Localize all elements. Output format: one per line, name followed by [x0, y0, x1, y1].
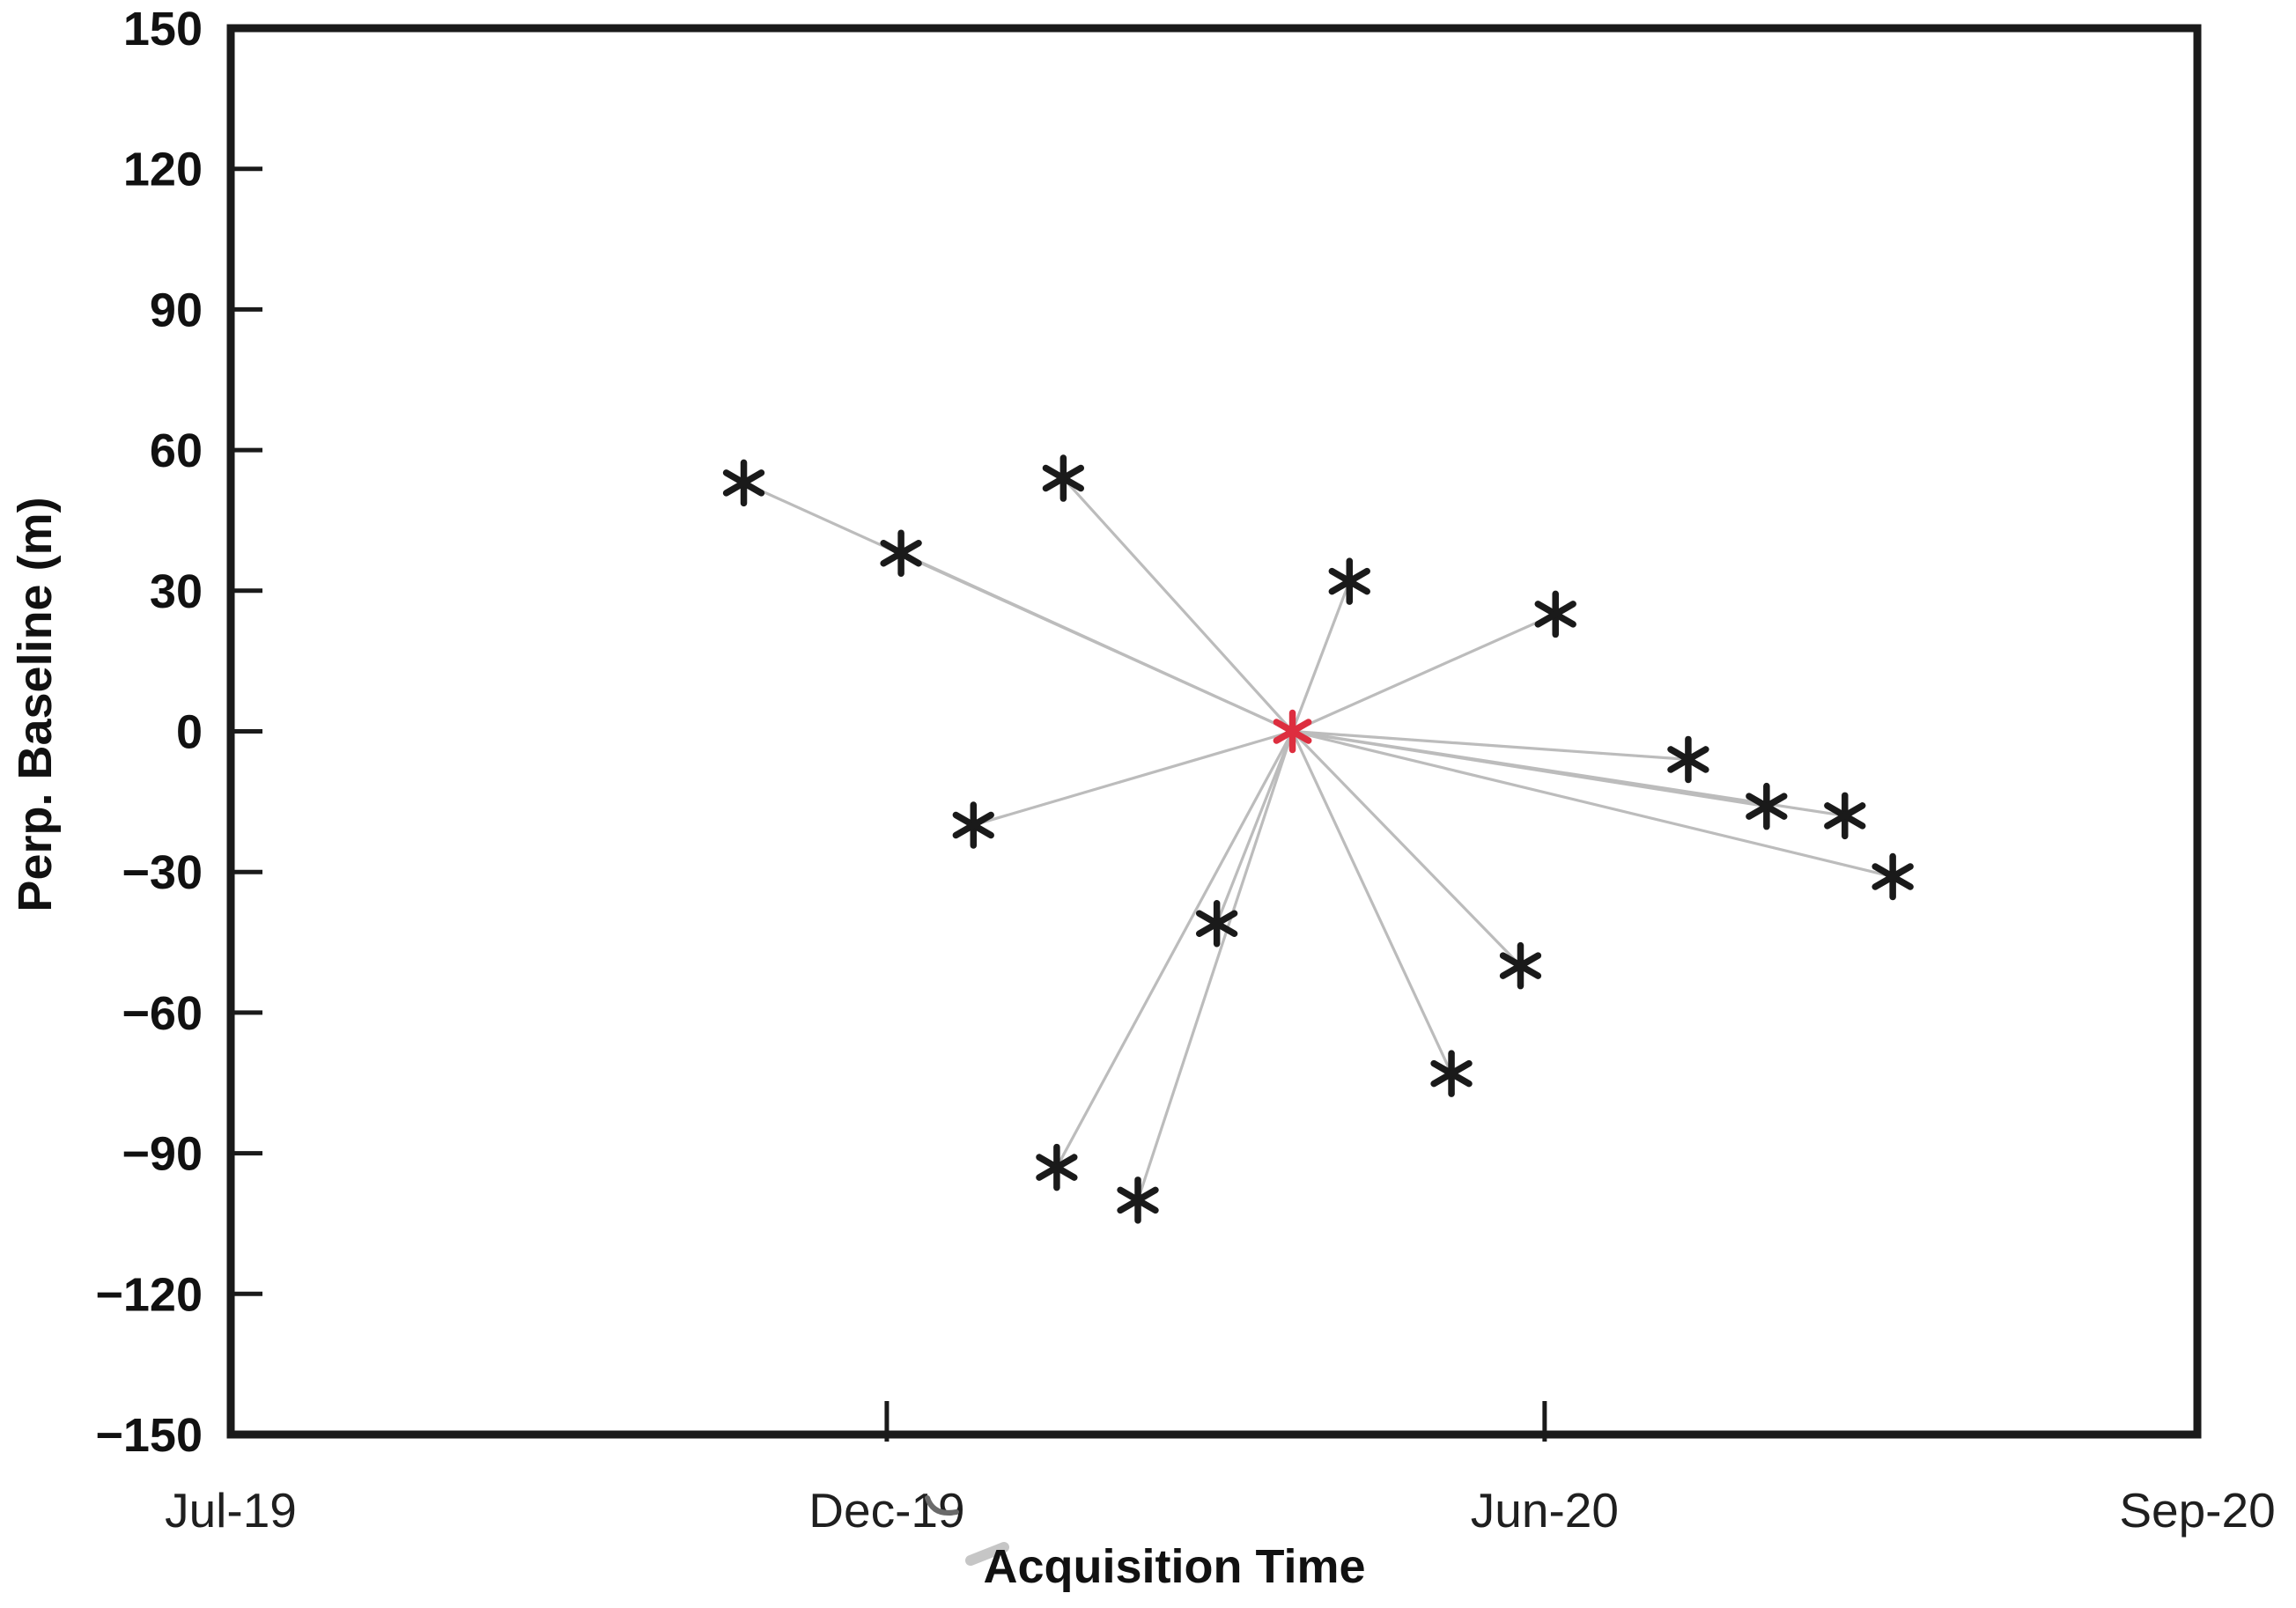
- marker-spoke: [1746, 793, 1788, 820]
- baseline-connector-line: [1291, 730, 1522, 967]
- plot-border: [226, 24, 2202, 1439]
- y-tick-label: −90: [122, 1128, 203, 1181]
- marker-spoke: [1036, 1154, 1078, 1181]
- acquisition-marker-icon: [1667, 735, 1709, 784]
- acquisition-marker-icon: [1499, 941, 1542, 990]
- marker-spoke: [1195, 910, 1238, 938]
- baseline-connector-line: [1136, 730, 1295, 1201]
- stray-mark: [965, 1542, 1009, 1566]
- baseline-connector-line: [1292, 729, 1689, 762]
- marker-spoke: [1430, 1059, 1473, 1088]
- marker-spoke: [880, 539, 922, 567]
- acquisition-marker-icon: [1328, 557, 1370, 605]
- acquisition-marker-icon: [1824, 792, 1866, 840]
- y-tick-label: 120: [123, 144, 203, 196]
- baseline-connector-line: [900, 551, 1294, 733]
- y-tick-label: 150: [123, 3, 203, 55]
- x-tick-label: Jul-19: [165, 1483, 297, 1538]
- marker-spoke: [722, 469, 765, 497]
- acquisition-marker-icon: [1746, 782, 1788, 830]
- y-tick-label: −150: [95, 1409, 203, 1462]
- acquisition-marker-icon: [952, 801, 994, 849]
- baseline-connector-line: [1215, 730, 1295, 925]
- y-tick-label: 30: [150, 565, 203, 618]
- y-axis-title: Perp. Baseline (m): [9, 497, 62, 911]
- acquisition-marker-icon: [880, 529, 922, 577]
- markers-layer: [722, 454, 1914, 1224]
- acquisition-marker-icon: [1042, 454, 1085, 502]
- acquisition-marker-icon: [1036, 1143, 1078, 1191]
- marker-spoke: [952, 811, 994, 839]
- x-axis-title: Acquisition Time: [983, 1540, 1365, 1593]
- y-tick-label: −60: [122, 987, 203, 1040]
- stray-marks-layer: [925, 1495, 1009, 1566]
- connector-lines-layer: [742, 476, 1894, 1201]
- marker-spoke: [1042, 464, 1085, 492]
- marker-spoke: [1534, 601, 1576, 628]
- baseline-connector-line: [1291, 612, 1556, 733]
- marker-spoke: [1273, 719, 1312, 744]
- acquisition-marker-icon: [1117, 1176, 1159, 1224]
- baseline-connector-line: [1291, 730, 1453, 1074]
- x-tick-label: Jun-20: [1471, 1483, 1619, 1538]
- y-tick-label: 60: [150, 424, 203, 477]
- baseline-connector-line: [1055, 730, 1294, 1169]
- baseline-connector-line: [1062, 476, 1294, 733]
- acquisition-marker-icon: [722, 459, 765, 507]
- marker-spoke: [1824, 802, 1866, 830]
- stray-mark: [925, 1495, 959, 1516]
- baseline-connector-line: [972, 729, 1293, 827]
- acquisition-marker-icon: [1871, 852, 1914, 901]
- x-tick-label: Sep-20: [2119, 1483, 2275, 1538]
- baseline-connector-line: [1292, 729, 1894, 879]
- marker-spoke: [1328, 567, 1370, 595]
- y-tick-label: −30: [122, 846, 203, 899]
- y-tick-label: −120: [95, 1268, 203, 1321]
- baseline-connector-line: [1291, 580, 1351, 733]
- axes-layer: [226, 24, 2202, 1439]
- marker-spoke: [1117, 1186, 1159, 1214]
- acquisition-marker-icon: [1534, 590, 1576, 638]
- marker-spoke: [1667, 746, 1709, 773]
- reference-marker-icon: [1273, 709, 1312, 754]
- acquisition-marker-icon: [1195, 900, 1238, 948]
- marker-spoke: [1871, 863, 1914, 890]
- marker-spoke: [1499, 952, 1542, 979]
- y-tick-label: 0: [176, 706, 203, 759]
- acquisition-marker-icon: [1430, 1050, 1473, 1097]
- y-tick-label: 90: [150, 284, 203, 336]
